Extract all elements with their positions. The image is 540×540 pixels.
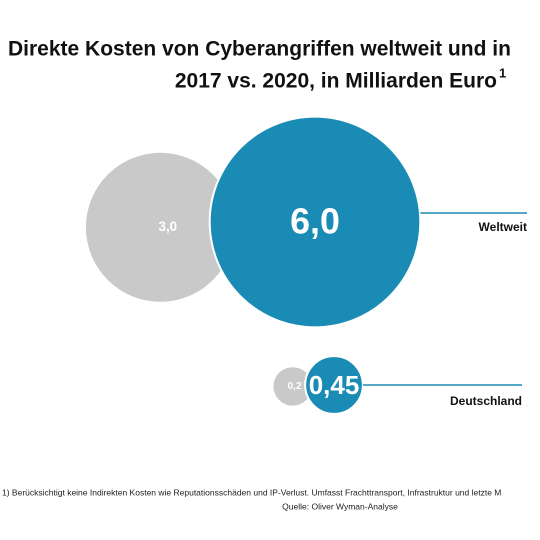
footnote: 1) Berücksichtigt keine Indirekten Koste… <box>2 487 501 497</box>
source: Quelle: Oliver Wyman-Analyse <box>282 501 398 511</box>
bubble <box>208 115 422 329</box>
category-label: Weltweit <box>479 220 527 234</box>
bubble-label: 0,45 <box>309 370 360 400</box>
bubble-label: 0,2 <box>288 381 302 392</box>
chart-title: Direkte Kosten von Cyberangriffen weltwe… <box>8 38 511 61</box>
bubble <box>273 367 312 406</box>
category-label: Deutschland <box>450 394 522 408</box>
title-footnote-mark: 1 <box>499 65 506 80</box>
bubble-label: 6,0 <box>290 201 340 241</box>
chart-title: 2017 vs. 2020, in Milliarden Euro <box>175 70 497 93</box>
bubble-label: 3,0 <box>159 219 178 234</box>
bubble <box>85 152 235 302</box>
